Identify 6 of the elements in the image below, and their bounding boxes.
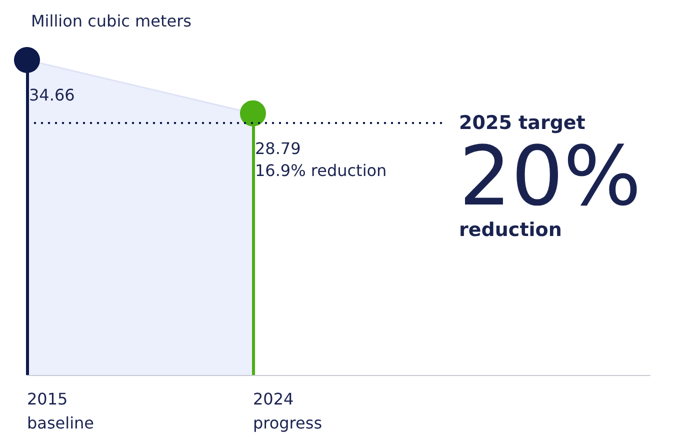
x-tick-label: 2024 progress bbox=[252, 390, 322, 432]
data-label: 34.66 bbox=[29, 86, 75, 104]
x-tick-label: 2015 baseline bbox=[27, 390, 94, 432]
y-axis-title: Million cubic meters bbox=[31, 12, 192, 30]
data-label: 28.79 16.9% reduction bbox=[254, 138, 387, 180]
ref-line-label: 2025 target 20% reduction bbox=[459, 112, 642, 241]
